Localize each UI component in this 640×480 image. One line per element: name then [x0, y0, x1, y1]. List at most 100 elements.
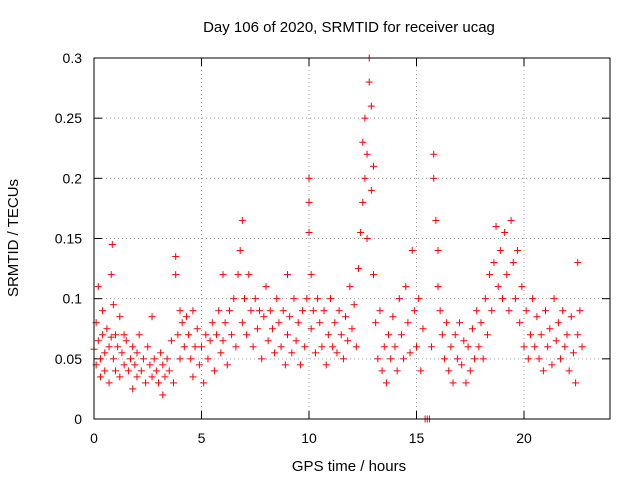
data-point — [174, 331, 182, 339]
data-point — [305, 228, 313, 236]
data-point — [367, 102, 375, 110]
data-point — [316, 319, 324, 327]
data-point — [129, 343, 137, 351]
data-point — [404, 319, 412, 327]
data-point — [554, 319, 562, 327]
data-point — [101, 349, 109, 357]
data-point — [165, 367, 173, 375]
data-point — [268, 325, 276, 333]
data-point — [348, 325, 356, 333]
data-point — [296, 361, 304, 369]
data-point — [191, 343, 199, 351]
data-point — [142, 379, 150, 387]
data-point — [311, 349, 319, 357]
data-point — [176, 307, 184, 315]
data-point — [529, 295, 537, 303]
data-point — [206, 337, 214, 345]
data-point — [561, 343, 569, 351]
data-point — [344, 337, 352, 345]
y-tick-label: 0.2 — [63, 170, 83, 186]
data-point — [329, 343, 337, 351]
plot-border — [93, 57, 611, 420]
data-point — [124, 367, 132, 375]
data-point — [458, 361, 466, 369]
data-point — [402, 283, 410, 291]
data-point — [393, 367, 401, 375]
data-point — [217, 349, 225, 357]
data-point — [385, 331, 393, 339]
data-point — [144, 343, 152, 351]
data-point — [318, 343, 326, 351]
data-point — [354, 265, 362, 273]
data-point — [94, 283, 102, 291]
x-tick-label: 20 — [516, 430, 532, 446]
data-point — [219, 271, 227, 279]
data-point — [109, 355, 117, 363]
data-point — [490, 259, 498, 267]
data-point — [391, 343, 399, 351]
data-point — [129, 385, 137, 393]
data-point — [516, 319, 524, 327]
data-point — [539, 367, 547, 375]
data-point — [569, 349, 577, 357]
data-point — [466, 367, 474, 375]
data-point — [204, 355, 212, 363]
data-point — [234, 271, 242, 279]
data-point — [546, 325, 554, 333]
data-point — [152, 367, 160, 375]
data-point — [170, 379, 178, 387]
data-point — [501, 228, 509, 236]
data-point — [290, 295, 298, 303]
data-point — [548, 361, 556, 369]
data-point — [449, 379, 457, 387]
data-point — [148, 313, 156, 321]
data-point — [176, 355, 184, 363]
data-point — [415, 295, 423, 303]
data-point — [284, 331, 291, 339]
data-point — [109, 301, 117, 309]
data-point — [574, 331, 582, 339]
data-point — [503, 271, 511, 279]
data-point — [522, 307, 530, 315]
data-point — [146, 361, 154, 369]
data-point — [208, 319, 216, 327]
data-point — [172, 271, 180, 279]
data-point — [213, 331, 221, 339]
data-point — [389, 313, 397, 321]
ticks — [93, 57, 610, 420]
data-point — [496, 247, 504, 255]
data-point — [247, 307, 255, 315]
data-point — [189, 373, 197, 381]
data-point — [305, 198, 313, 206]
data-point — [447, 343, 455, 351]
data-point — [363, 150, 371, 158]
data-point — [413, 343, 420, 351]
data-point — [361, 174, 369, 182]
data-point — [400, 355, 408, 363]
data-point — [456, 319, 463, 327]
data-point — [395, 295, 403, 303]
data-point — [266, 307, 274, 315]
data-point — [232, 343, 240, 351]
data-point — [189, 307, 197, 315]
data-point — [238, 216, 246, 224]
data-point — [322, 361, 330, 369]
data-point — [236, 247, 244, 255]
data-point — [359, 198, 367, 206]
data-point — [430, 174, 438, 182]
data-point — [453, 355, 461, 363]
data-point — [511, 295, 519, 303]
data-point — [370, 271, 377, 279]
data-point — [505, 307, 513, 315]
data-point — [271, 349, 279, 357]
data-point — [279, 307, 287, 315]
data-point — [221, 319, 229, 327]
data-point — [178, 319, 186, 327]
grid — [94, 58, 610, 419]
data-point — [367, 186, 375, 194]
data-point — [488, 307, 496, 315]
data-point — [116, 313, 124, 321]
data-point — [127, 355, 135, 363]
data-point — [243, 331, 251, 339]
data-point — [215, 307, 223, 315]
